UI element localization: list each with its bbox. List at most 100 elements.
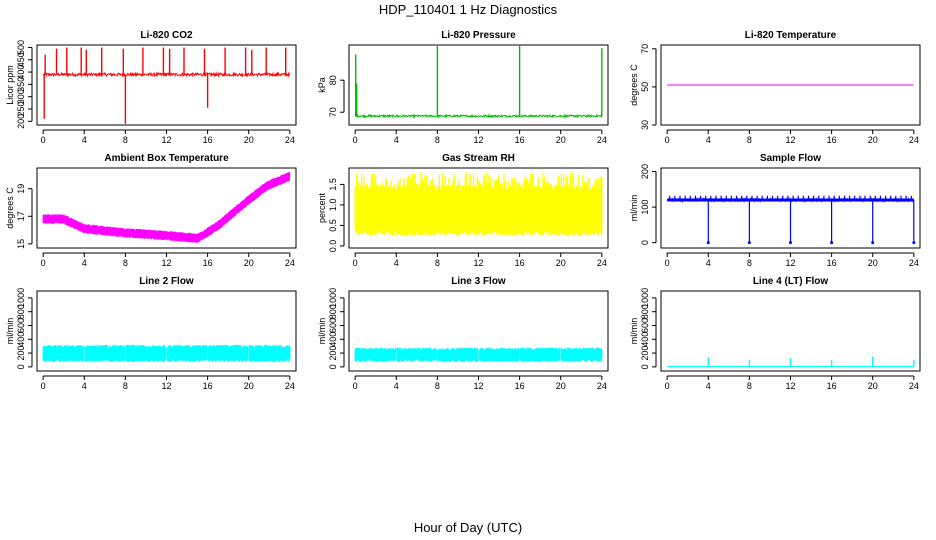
x-tick-label: 24	[285, 135, 295, 145]
x-tick-label: 20	[556, 258, 566, 268]
x-tick-label: 20	[244, 135, 254, 145]
plot-frame	[660, 167, 921, 249]
x-tick-label: 16	[203, 258, 213, 268]
y-tick-label: 1000	[328, 288, 338, 308]
y-axis-label: degrees C	[629, 64, 639, 106]
x-tick-label: 16	[515, 135, 525, 145]
data-layer	[667, 356, 915, 367]
x-tick-label: 16	[203, 381, 213, 391]
x-tick-label: 4	[706, 381, 711, 391]
panel-title: Sample Flow	[760, 153, 821, 164]
y-tick-label: 30	[640, 120, 650, 130]
y-tick-label: 400	[16, 332, 26, 347]
y-axis-label: degrees C	[5, 187, 15, 229]
x-tick-label: 12	[161, 381, 171, 391]
x-tick-label: 12	[785, 381, 795, 391]
dip-point	[706, 241, 710, 245]
y-tick-label: 17	[16, 211, 26, 221]
x-tick-label: 16	[827, 135, 837, 145]
x-tick-label: 24	[597, 135, 607, 145]
y-tick-label: 0.0	[328, 240, 338, 253]
series-band	[42, 172, 291, 243]
series-band	[354, 172, 603, 236]
x-tick-label: 0	[353, 135, 358, 145]
y-tick-label: 200	[640, 164, 650, 179]
x-tick-label: 4	[394, 135, 399, 145]
y-tick-label: 19	[16, 184, 26, 194]
x-tick-label: 16	[827, 258, 837, 268]
panel-6: Sample Flow 0 4 8 12 16 20 24 0 100 200 ml/min	[629, 153, 921, 268]
x-tick-label: 24	[909, 135, 919, 145]
panel-5: Gas Stream RH 0 4 8 12 16 20 24 0.0 0.5 1.0 1.5perc…	[317, 153, 609, 268]
dip-point	[747, 241, 751, 245]
y-tick-label: 200	[16, 346, 26, 361]
x-tick-label: 20	[868, 258, 878, 268]
x-tick-label: 4	[394, 381, 399, 391]
x-tick-label: 8	[747, 135, 752, 145]
dip-point	[830, 241, 834, 245]
y-tick-label: 0	[640, 364, 650, 369]
y-tick-label: 1.0	[328, 199, 338, 212]
panel-title: Li-820 Pressure	[441, 30, 516, 41]
y-tick-label: 250	[16, 101, 26, 116]
plot-frame	[348, 167, 609, 249]
x-tick-label: 24	[597, 381, 607, 391]
panel-title: Line 2 Flow	[139, 276, 194, 287]
y-tick-label: 1.5	[328, 178, 338, 191]
panel-3: Li-820 Temperature 0 4 8 12 16 20 24 30 50 70degre…	[629, 30, 921, 145]
x-tick-label: 4	[394, 258, 399, 268]
y-tick-label: 80	[328, 75, 338, 85]
y-tick-label: 70	[328, 107, 338, 117]
x-tick-label: 4	[82, 258, 87, 268]
y-tick-label: 500	[16, 40, 26, 55]
dip-point	[912, 241, 916, 245]
data-layer	[354, 347, 603, 362]
series-band	[42, 344, 291, 362]
y-tick-label: 400	[328, 332, 338, 347]
x-tick-label: 8	[123, 258, 128, 268]
x-tick-label: 24	[285, 381, 295, 391]
y-tick-label: 450	[16, 52, 26, 67]
x-tick-label: 8	[123, 381, 128, 391]
figure-x-axis-label: Hour of Day (UTC)	[414, 520, 522, 535]
y-axis-label: Licor ppm	[5, 65, 15, 105]
y-tick-label: 0.5	[328, 219, 338, 232]
y-tick-label: 1000	[16, 288, 26, 308]
panel-1: Li-820 CO2 0 4 8 12 16 20 24 2002503003504004505…	[5, 30, 297, 145]
panel-title: Line 4 (LT) Flow	[753, 276, 829, 287]
plot-frame	[348, 290, 609, 372]
x-tick-label: 0	[41, 258, 46, 268]
x-tick-label: 24	[909, 258, 919, 268]
y-tick-label: 1000	[640, 288, 650, 308]
plot-frame	[36, 167, 297, 249]
data-layer	[42, 344, 291, 362]
y-tick-label: 350	[16, 77, 26, 92]
y-tick-label: 100	[640, 200, 650, 215]
y-tick-label: 800	[640, 304, 650, 319]
panel-4: Ambient Box Temperature 0 4 8 12 16 20 24 15 17 19…	[5, 153, 297, 268]
series-line	[42, 71, 291, 78]
x-tick-label: 12	[785, 135, 795, 145]
x-tick-label: 8	[435, 135, 440, 145]
y-tick-label: 600	[640, 318, 650, 333]
dip-point	[871, 241, 875, 245]
dip-point	[789, 241, 792, 245]
panel-title: Li-820 CO2	[140, 30, 193, 41]
data-layer	[42, 47, 291, 124]
panel-title: Ambient Box Temperature	[104, 153, 229, 164]
y-tick-label: 15	[16, 239, 26, 249]
plot-frame	[660, 290, 921, 372]
x-tick-label: 8	[747, 381, 752, 391]
data-layer	[42, 172, 291, 243]
x-tick-label: 24	[909, 381, 919, 391]
plot-frame	[348, 44, 609, 126]
x-tick-label: 4	[706, 258, 711, 268]
y-axis-label: ml/min	[629, 318, 639, 345]
data-layer	[354, 45, 603, 119]
panel-title: Gas Stream RH	[442, 153, 515, 164]
y-axis-label: ml/min	[629, 195, 639, 222]
x-tick-label: 16	[827, 381, 837, 391]
